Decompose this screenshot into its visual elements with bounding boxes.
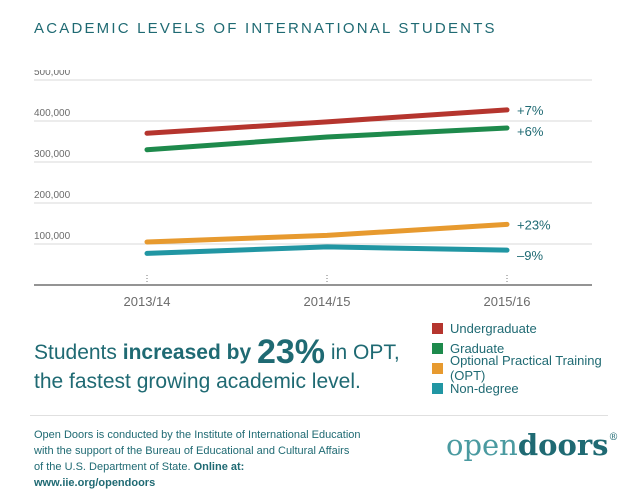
headline-text-2: in OPT, (325, 341, 400, 364)
y-tick-label: 100,000 (34, 231, 71, 242)
legend-label: Optional Practical Training (OPT) (449, 353, 602, 383)
series-line (144, 221, 510, 245)
logo-doors: doors (517, 428, 609, 462)
y-tick-label: 300,000 (34, 149, 71, 160)
y-tick-label: 400,000 (34, 108, 71, 119)
opendoors-logo: opendoors® (446, 428, 618, 462)
footer-line-3: of the U.S. Department of State. Online … (34, 459, 364, 491)
logo-open: open (446, 428, 518, 462)
legend-label: Graduate (450, 340, 505, 356)
series-line (144, 107, 510, 136)
series-line (144, 244, 510, 256)
divider (30, 415, 608, 416)
headline: Students increased by 23% in OPT, the fa… (34, 335, 400, 396)
legend-swatch (432, 322, 443, 334)
footer-line-3-text: of the U.S. Department of State. (34, 461, 194, 473)
chart-title: ACADEMIC LEVELS OF INTERNATIONAL STUDENT… (34, 20, 497, 37)
logo-registered-mark: ® (608, 432, 619, 443)
headline-text-1: Students (34, 341, 123, 364)
x-tick-label: 2013/14 (124, 294, 171, 309)
legend-item: Undergraduate (432, 318, 640, 338)
legend-item: Optional Practical Training (OPT) (432, 353, 640, 383)
x-tick-label: 2014/15 (304, 294, 351, 309)
x-tick-label: 2015/16 (484, 294, 531, 309)
footer-line-2: with the support of the Bureau of Educat… (34, 445, 350, 457)
y-tick-label: 500,000 (34, 70, 71, 78)
series-line (144, 125, 510, 153)
series-end-label: +23% (517, 217, 551, 232)
series-end-label: –9% (517, 248, 543, 263)
legend-swatch (432, 382, 443, 394)
footer: Open Doors is conducted by the Institute… (34, 427, 364, 491)
footer-line-1: Open Doors is conducted by the Institute… (34, 429, 361, 441)
series-end-label: +6% (517, 124, 544, 139)
legend-item: Graduate (432, 338, 640, 358)
legend-swatch (432, 342, 443, 354)
line-chart: 100,000 200,000 300,000 400,000 500,000 2013/… (34, 70, 592, 309)
headline-big-number: 23% (256, 333, 326, 371)
headline-line-2: the fastest growing academic level. (34, 370, 361, 393)
footer-link: Online at: www.iie.org/opendoors (34, 461, 245, 489)
legend: Undergraduate Graduate Optional Practical … (432, 318, 640, 398)
legend-label: Undergraduate (450, 320, 537, 336)
legend-label: Non-degree (450, 380, 519, 396)
legend-swatch (432, 362, 443, 374)
legend-item: Non-degree (432, 378, 640, 398)
series-end-label: +7% (517, 103, 544, 118)
y-tick-label: 200,000 (34, 190, 71, 201)
headline-bold: increased by (122, 341, 257, 364)
